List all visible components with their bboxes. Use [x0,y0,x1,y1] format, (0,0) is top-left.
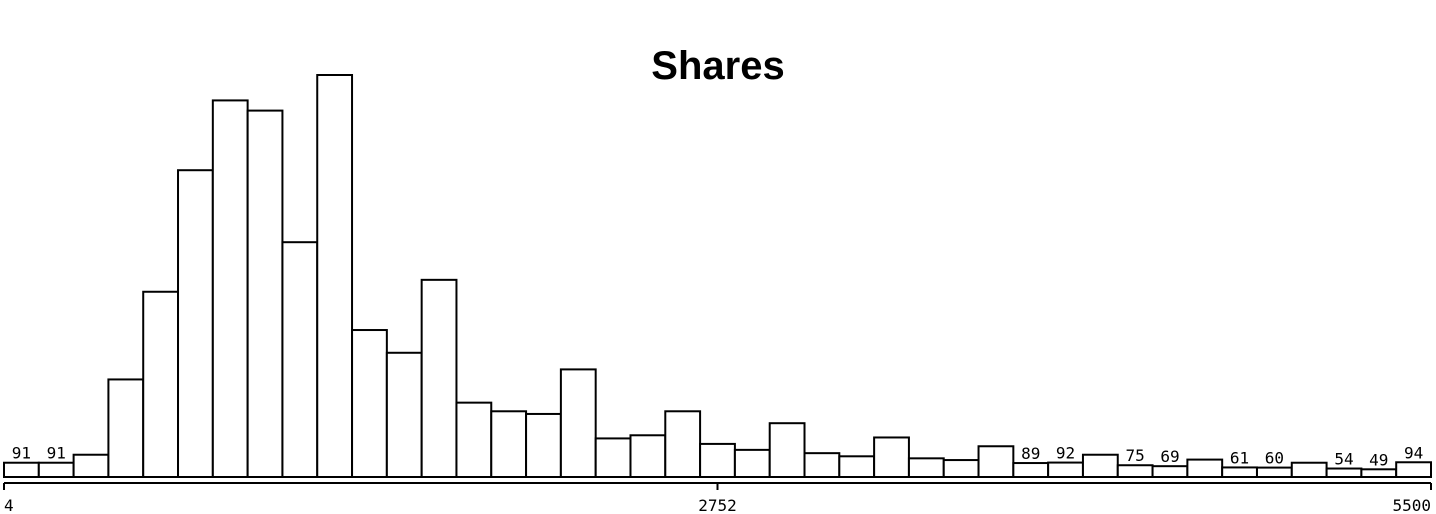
histogram-bar [455,401,493,478]
histogram-bar [1395,461,1432,479]
histogram-bar [177,169,214,479]
bar-data-label: 69 [1160,447,1179,466]
histogram-bar [1116,464,1154,478]
histogram-bar [977,445,1015,479]
histogram-bar [3,461,40,479]
histogram-bar [838,455,876,478]
data-labels-group: 91 91 89 92 75 69 61 60 54 49 94 [12,443,1423,469]
histogram-bar [211,99,249,478]
histogram-bar [559,368,597,478]
x-tick-label: 2752 [698,496,737,514]
x-tick-label: 5500 [1392,496,1431,514]
histogram-bar [107,378,145,478]
histogram-bar [490,410,528,478]
bar-data-label: 91 [47,444,66,463]
bar-data-label: 61 [1230,448,1249,467]
histogram-bar [72,453,110,479]
bar-data-label: 89 [1021,444,1040,463]
bar-data-label: 91 [12,444,31,463]
histogram-bar [1186,458,1224,478]
histogram-bar [316,74,354,478]
histogram-bar [629,434,667,478]
histogram-bar [281,241,319,478]
histogram-bar [1325,467,1363,478]
bar-data-label: 92 [1056,444,1075,463]
x-tick-label: 4 [4,496,14,514]
histogram-bar [142,290,180,479]
histogram-bar [1012,462,1050,479]
histogram-bar [873,436,910,478]
histogram-bar [699,442,736,479]
histogram-bar [1290,461,1328,479]
bar-data-label: 54 [1334,450,1353,469]
histogram-bar [37,461,75,479]
bar-data-label: 49 [1369,450,1388,469]
histogram-bar [1221,466,1258,478]
histogram-bar [594,437,632,479]
bar-data-label: 94 [1404,443,1423,462]
histogram-bar [385,351,423,478]
histogram-bar [803,452,841,479]
histogram-bar [1047,461,1084,479]
histogram-bar [246,109,284,478]
histogram-bar [1255,466,1293,478]
histogram-bar [1151,465,1189,478]
bar-data-label: 60 [1265,449,1284,468]
histogram-bar [664,410,702,478]
histogram-bar [768,422,806,479]
histogram-bar [420,278,458,478]
histogram-bar [1360,468,1398,478]
histogram-bar [733,448,771,478]
histogram-bar [1081,453,1119,479]
bars-group [3,74,1432,479]
chart-title: Shares [651,44,785,88]
histogram-bar [942,459,980,478]
x-axis-ticks: 4 2752 5500 [3,483,1432,514]
histogram-bar [907,457,945,478]
histogram-bar [351,329,388,478]
histogram-bar [525,412,562,479]
bar-data-label: 75 [1126,446,1145,465]
